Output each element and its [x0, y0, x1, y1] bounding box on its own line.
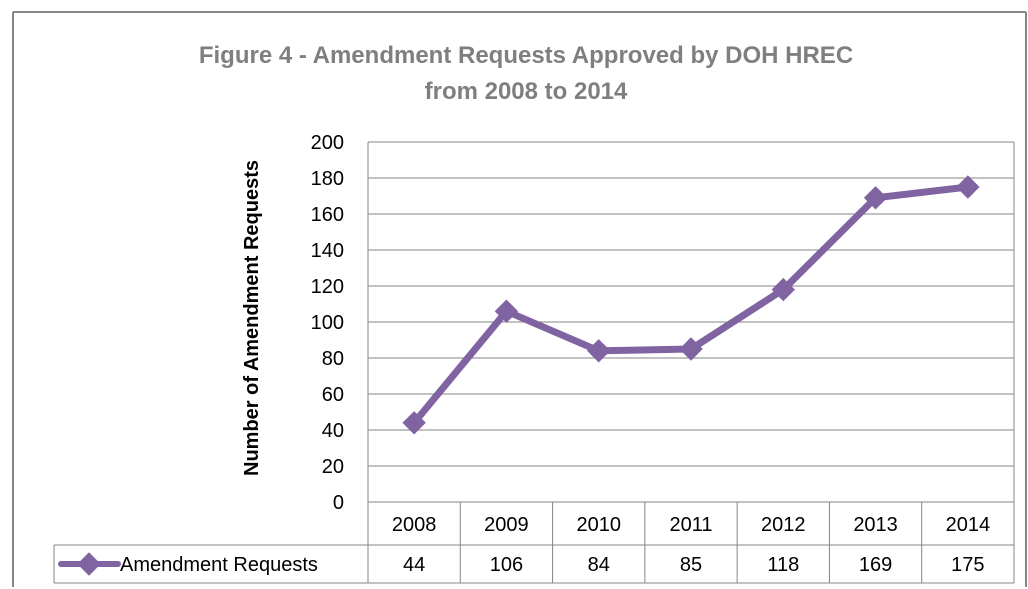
- data-point-2010: [587, 339, 611, 363]
- x-tick-label-2009: 2009: [484, 514, 529, 536]
- x-tick-label-2011: 2011: [669, 514, 712, 536]
- x-tick-label-2010: 2010: [576, 514, 621, 536]
- y-tick-label-100: 100: [311, 312, 344, 334]
- legend-marker-amendment-requests: [77, 552, 101, 576]
- legend-label-amendment-requests: Amendment Requests: [120, 554, 318, 576]
- y-tick-label-120: 120: [311, 276, 344, 298]
- data-point-2009: [494, 299, 519, 323]
- y-axis-title: Number of Amendment Requests: [241, 160, 263, 476]
- data-table-value-2012: 118: [767, 554, 799, 576]
- y-tick-label-80: 80: [322, 348, 344, 370]
- data-table-value-2011: 85: [680, 554, 702, 576]
- x-tick-label-2008: 2008: [392, 514, 437, 536]
- y-tick-label-140: 140: [311, 240, 344, 262]
- y-tick-label-180: 180: [311, 168, 344, 190]
- y-tick-label-160: 160: [311, 204, 344, 226]
- data-table-value-2010: 84: [588, 554, 610, 576]
- data-point-2012: [771, 277, 795, 302]
- x-tick-label-2013: 2013: [853, 514, 898, 536]
- y-tick-label-0: 0: [333, 492, 344, 514]
- y-tick-label-200: 200: [311, 132, 344, 154]
- data-point-2011: [679, 337, 703, 361]
- x-tick-label-2014: 2014: [946, 514, 991, 536]
- x-tick-label-2012: 2012: [761, 514, 806, 536]
- data-table-value-2008: 44: [403, 554, 425, 576]
- data-point-2008: [402, 411, 426, 435]
- data-table-value-2013: 169: [859, 554, 892, 576]
- data-point-2014: [956, 175, 980, 199]
- y-tick-label-60: 60: [322, 384, 344, 406]
- y-tick-label-40: 40: [322, 420, 344, 442]
- chart-title-line-1: Figure 4 - Amendment Requests Approved b…: [199, 42, 853, 69]
- y-tick-label-20: 20: [322, 456, 344, 478]
- data-point-2013: [863, 186, 888, 210]
- data-table-value-2014: 175: [951, 554, 984, 576]
- data-table-value-2009: 106: [490, 554, 523, 576]
- chart-title-line-2: from 2008 to 2014: [425, 78, 628, 105]
